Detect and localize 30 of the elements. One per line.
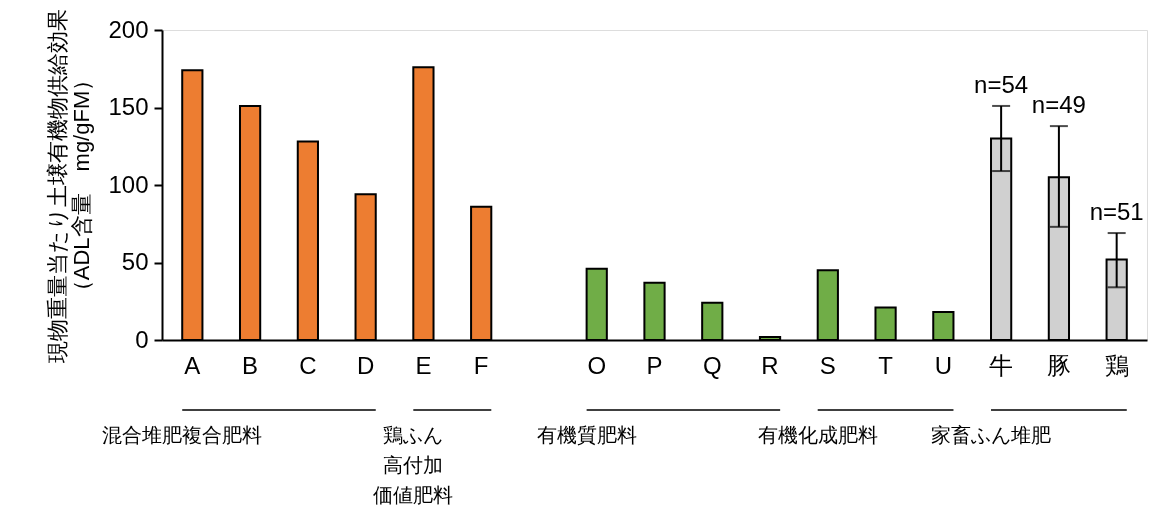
text: 有機質肥料 bbox=[536, 424, 637, 446]
x-tick-label: Q bbox=[702, 351, 722, 379]
text: 家畜ふん堆肥 bbox=[931, 424, 1052, 446]
annotation: n=49 bbox=[1031, 91, 1086, 119]
x-tick-label: A bbox=[184, 351, 201, 379]
x-tick-label: B bbox=[242, 351, 259, 379]
text: 鶏ふん高付加価値肥料 bbox=[373, 424, 454, 506]
x-tick-label: 鶏 bbox=[1104, 351, 1129, 379]
x-tick-label: T bbox=[878, 351, 894, 379]
annotation: n=51 bbox=[1089, 198, 1144, 226]
x-tick-label: E bbox=[415, 351, 432, 379]
x-tick-label: O bbox=[587, 351, 607, 379]
x-tick-label: F bbox=[473, 351, 489, 379]
y-tick-label: 0 bbox=[135, 325, 149, 353]
y-tick-label: 100 bbox=[108, 170, 149, 198]
text: 混合堆肥複合肥料 bbox=[102, 424, 263, 446]
text: 有機化成肥料 bbox=[757, 424, 878, 446]
x-tick-label: S bbox=[819, 351, 836, 379]
annotation: n=54 bbox=[974, 70, 1029, 98]
y-axis-title: 現物重量当たり土壌有機物供給効果（ADL含量 mg/gFM） bbox=[45, 8, 95, 363]
x-tick-label: U bbox=[934, 351, 953, 379]
x-tick-label: D bbox=[356, 351, 375, 379]
y-tick-label: 150 bbox=[108, 93, 149, 120]
x-tick-label: R bbox=[761, 351, 779, 379]
y-tick-label: 50 bbox=[121, 248, 149, 275]
x-tick-label: 豚 bbox=[1046, 351, 1071, 379]
x-tick-label: P bbox=[646, 351, 663, 379]
y-tick-label: 200 bbox=[108, 15, 149, 43]
x-tick-label: C bbox=[299, 351, 317, 379]
x-tick-label: 牛 bbox=[989, 351, 1014, 379]
